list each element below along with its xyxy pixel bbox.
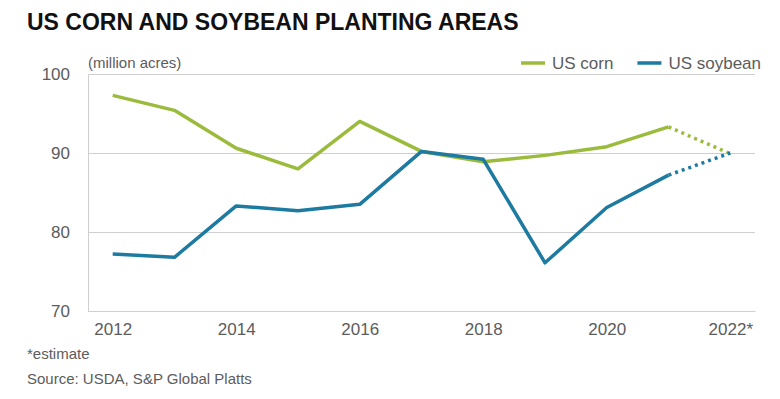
x-tick: 2018	[465, 311, 503, 339]
legend-item: US soybean	[637, 54, 761, 73]
x-tick-label: 2018	[465, 320, 503, 339]
lines	[113, 95, 731, 262]
legend: US corn US soybean	[521, 54, 761, 73]
x-axis: 2012 2014 2016 2018 2020 2022*	[89, 311, 756, 339]
x-tick-label: 2014	[218, 320, 256, 339]
x-axis-line	[89, 311, 756, 312]
x-tick-label: 2012	[94, 320, 132, 339]
x-tick-label: 2016	[341, 320, 379, 339]
x-tick-label: 2022*	[709, 320, 754, 339]
note: *estimate	[27, 345, 90, 362]
series-line	[113, 95, 669, 168]
y-tick: 100	[42, 65, 755, 84]
y-tick: 70	[51, 302, 755, 321]
y-tick-label: 90	[51, 144, 70, 163]
series-line	[113, 151, 669, 262]
x-tick-label: 2020	[588, 320, 626, 339]
grid-line	[88, 74, 755, 75]
legend-swatch	[637, 61, 661, 65]
y-tick-label: 80	[51, 223, 70, 242]
legend-label: US corn	[552, 54, 613, 73]
y-tick: 80	[51, 223, 755, 242]
y-axis: 70 80 90 100	[42, 65, 755, 321]
x-tick: 2016	[341, 311, 379, 339]
grid-line	[88, 232, 755, 233]
chart: US CORN AND SOYBEAN PLANTING AREAS (milli…	[0, 0, 780, 399]
y-tick-label: 70	[51, 302, 70, 321]
x-tick: 2022*	[709, 311, 754, 339]
y-tick: 90	[51, 144, 755, 163]
series-line-estimate	[669, 153, 731, 175]
grid-line	[88, 311, 755, 312]
y-tick-label: 100	[42, 65, 70, 84]
y-axis-line	[89, 75, 756, 312]
x-tick: 2020	[588, 311, 626, 339]
legend-swatch	[521, 61, 545, 65]
legend-item: US corn	[521, 54, 613, 73]
y-axis-label: (million acres)	[88, 54, 181, 71]
legend-label: US soybean	[668, 54, 761, 73]
x-tick: 2014	[218, 311, 256, 339]
note: Source: USDA, S&P Global Platts	[27, 370, 252, 387]
title: US CORN AND SOYBEAN PLANTING AREAS	[27, 9, 519, 35]
series-line-estimate	[669, 127, 731, 154]
x-tick: 2012	[94, 311, 132, 339]
